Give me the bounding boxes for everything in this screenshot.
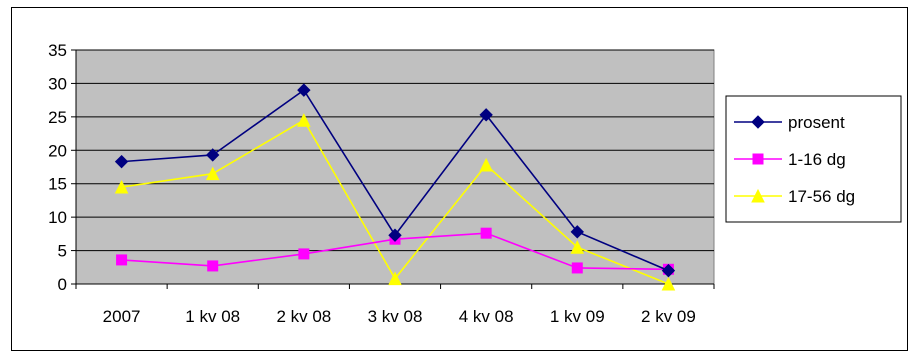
data-point — [114, 154, 129, 169]
series-17-56-dg — [114, 113, 676, 291]
x-tick-label: 3 kv 08 — [368, 307, 423, 326]
y-tick-label: 15 — [48, 175, 67, 194]
series-lines — [114, 83, 676, 291]
legend-label: 1-16 dg — [788, 150, 846, 169]
y-tick-label: 20 — [48, 141, 67, 160]
y-tick-label: 0 — [58, 275, 67, 294]
data-point — [114, 179, 129, 194]
data-point — [205, 166, 220, 181]
chart-area: 0 5 10 15 20 25 30 35 2007 1 kv 08 2 kv 08 3 kv 08… — [11, 7, 908, 351]
y-tick-label: 5 — [58, 242, 67, 261]
y-tick-label: 10 — [48, 208, 67, 227]
series-prosent — [114, 83, 676, 278]
data-point — [480, 227, 492, 239]
data-point — [297, 83, 311, 97]
y-tick-label: 35 — [48, 41, 67, 60]
data-point — [570, 240, 585, 254]
data-point — [116, 254, 128, 266]
x-tick-label: 2007 — [103, 307, 141, 326]
legend-item: 1-16 dg — [734, 150, 846, 169]
legend-marker — [751, 115, 765, 129]
data-point — [479, 157, 493, 172]
data-point — [571, 262, 583, 274]
legend: prosent 1-16 dg 17-56 dg — [725, 95, 902, 223]
data-point — [207, 260, 219, 272]
legend-marker — [751, 188, 765, 203]
x-tick-label: 2 kv 09 — [641, 307, 696, 326]
data-point — [297, 113, 311, 127]
data-point — [298, 248, 310, 260]
y-axis-ticks: 0 5 10 15 20 25 30 35 — [48, 41, 76, 294]
gridlines — [76, 49, 714, 252]
data-point — [661, 276, 676, 291]
legend-item: 17-56 dg — [734, 187, 855, 206]
y-tick-label: 30 — [48, 74, 67, 93]
data-point — [570, 225, 584, 239]
x-axis-ticks: 2007 1 kv 08 2 kv 08 3 kv 08 4 kv 08 1 kv 09 2… — [75, 284, 715, 326]
x-tick-label: 2 kv 08 — [276, 307, 331, 326]
legend-label: 17-56 dg — [788, 187, 855, 206]
line-chart: 0 5 10 15 20 25 30 35 2007 1 kv 08 2 kv 08 3 kv 08… — [48, 41, 902, 326]
legend-marker — [752, 153, 764, 165]
legend-item: prosent — [734, 113, 845, 132]
data-point — [388, 271, 402, 286]
data-point — [661, 263, 676, 278]
x-tick-label: 4 kv 08 — [459, 307, 514, 326]
x-tick-label: 1 kv 09 — [550, 307, 605, 326]
data-point — [388, 228, 402, 242]
x-tick-label: 1 kv 08 — [185, 307, 240, 326]
data-point — [206, 148, 220, 162]
y-tick-label: 25 — [48, 108, 67, 127]
data-point — [479, 108, 493, 122]
legend-label: prosent — [788, 113, 845, 132]
